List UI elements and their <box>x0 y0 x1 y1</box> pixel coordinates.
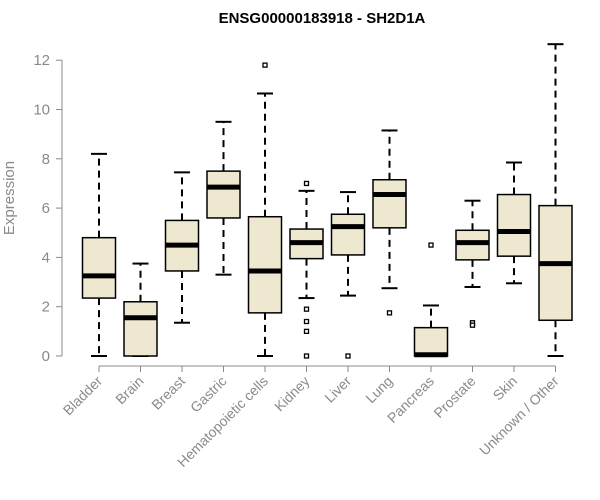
box-kidney <box>289 180 324 359</box>
outlier-point <box>262 62 268 68</box>
box-iqr <box>123 301 158 357</box>
box-iqr <box>206 170 241 219</box>
y-tick-label: 2 <box>42 299 50 316</box>
outlier-point <box>303 306 310 312</box>
x-tick-label: Liver <box>321 373 354 406</box>
x-tick-label: Bladder <box>60 373 106 419</box>
box-iqr <box>81 236 117 299</box>
y-tick-label: 12 <box>33 52 50 69</box>
y-axis-label: Expression <box>1 161 18 235</box>
chart-title: ENSG00000183918 - SH2D1A <box>219 10 426 27</box>
x-tick-label: Prostate <box>430 373 478 421</box>
outlier-point <box>345 353 351 359</box>
outlier-point <box>469 322 476 328</box>
box-breast <box>164 171 200 324</box>
y-axis: 0 2 4 6 8 10 12 <box>33 52 63 365</box>
box-skin <box>496 161 532 285</box>
box-lung <box>372 129 407 316</box>
y-tick-label: 0 <box>42 348 50 365</box>
x-tick-label: Brain <box>112 373 146 407</box>
outlier-point <box>303 353 310 359</box>
box-pancreas <box>413 242 449 358</box>
x-tick-label: Skin <box>490 373 521 404</box>
outlier-point <box>386 310 393 316</box>
y-tick-label: 10 <box>33 102 50 119</box>
box-liver <box>330 191 366 359</box>
x-tick-label: Lung <box>362 373 395 406</box>
x-tick-label: Breast <box>148 373 188 413</box>
boxes-group <box>81 43 573 359</box>
box-bladder <box>81 152 117 357</box>
box-iqr <box>330 213 366 256</box>
x-tick-label: Unknown / Other <box>476 373 562 459</box>
y-tick-label: 8 <box>42 151 50 168</box>
box-gastric <box>206 120 241 276</box>
box-hematopoietic-cells <box>247 62 283 357</box>
box-prostate <box>455 199 490 328</box>
box-brain <box>123 262 158 357</box>
box-iqr <box>247 215 283 314</box>
box-iqr <box>372 179 407 229</box>
box-unknown-other <box>538 43 573 357</box>
outlier-point <box>303 180 310 187</box>
outlier-point <box>428 242 434 248</box>
y-tick-label: 4 <box>42 249 50 266</box>
box-iqr <box>496 193 532 257</box>
box-iqr <box>413 326 449 357</box>
outlier-point <box>303 318 310 325</box>
outlier-point <box>303 328 310 335</box>
x-tick-label: Kidney <box>271 373 313 415</box>
y-tick-label: 6 <box>42 200 50 217</box>
